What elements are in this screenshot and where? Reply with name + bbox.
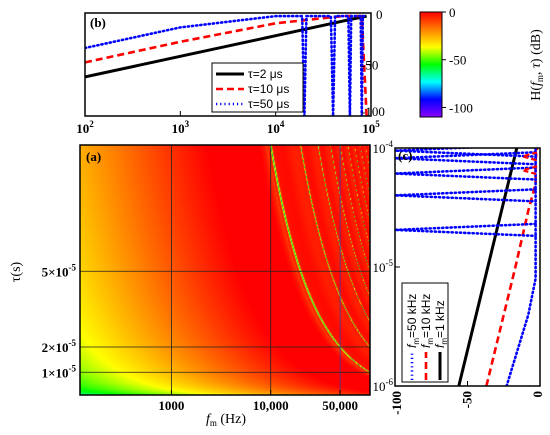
panel-c-legend-label: fm=50 kHz bbox=[405, 294, 421, 348]
panel-b-series-line-3 bbox=[85, 14, 368, 116]
colorbar: 0 -50 -100 H(fm, τ) (dB) bbox=[419, 5, 545, 118]
panel-b-legend-label: τ=10 μs bbox=[248, 82, 289, 96]
panel-b-series bbox=[85, 14, 369, 116]
heatmap-y-tick-label: 1×10-5 bbox=[42, 363, 77, 380]
panel-b-x-tick-label: 104 bbox=[267, 119, 285, 136]
panel-c-x-tick-label: -50 bbox=[460, 391, 475, 408]
heatmap-ticks: 1000 10,000 50,000 5×10-5 1×10-5 2×10-5 bbox=[42, 262, 358, 413]
heatmap-frame bbox=[79, 144, 371, 396]
heatmap-y-label: τ(s) bbox=[9, 261, 24, 282]
panel-b-y-tick-label: 0 bbox=[376, 7, 383, 22]
panel-c-y-tick-label: 10-5 bbox=[373, 258, 394, 275]
panel-c-notch bbox=[395, 166, 537, 181]
colorbar-gradient bbox=[419, 11, 443, 118]
panel-c-x-tick-label: -100 bbox=[389, 391, 404, 415]
panel-c-y-tick-label: 10-6 bbox=[373, 377, 394, 394]
panel-c-label: (c) bbox=[398, 148, 412, 163]
panel-c-series-line-3 bbox=[505, 148, 537, 386]
heatmap-x-tick-label: 1000 bbox=[158, 398, 184, 413]
panel-c-red-notch bbox=[518, 165, 538, 176]
panel-b-legend-label: τ=50 μs bbox=[248, 97, 289, 111]
colorbar-tick-label: -100 bbox=[449, 100, 473, 115]
heatmap-grid bbox=[80, 145, 370, 395]
colorbar-tick-label: -50 bbox=[449, 53, 466, 68]
heatmap-y-tick-label: 2×10-5 bbox=[42, 338, 77, 355]
panel-b-y-tick-label: -100 bbox=[361, 104, 385, 119]
heatmap-x-tick-label: 50,000 bbox=[322, 398, 358, 413]
panel-c-legend-label: fm=1 kHz bbox=[433, 300, 449, 348]
panel-c-notch bbox=[395, 188, 537, 203]
colorbar-label: H(fm, τ) (dB) bbox=[529, 29, 545, 101]
panel-c-x-tick-label: 0 bbox=[530, 391, 545, 398]
panel-b-legend-label: τ=2 μs bbox=[248, 67, 283, 81]
panel-c-legend-label: fm=10 kHz bbox=[419, 294, 435, 348]
panel-b-label: (b) bbox=[90, 15, 106, 30]
colorbar-ticks: 0 -50 -100 bbox=[442, 5, 473, 115]
panel-c-notch bbox=[395, 222, 537, 238]
heatmap-canvas bbox=[80, 145, 370, 395]
panel-b-legend: τ=2 μsτ=10 μsτ=50 μs bbox=[211, 62, 304, 113]
panel-b-x-tick-label: 103 bbox=[172, 119, 190, 136]
panel-b-x-tick-label: 102 bbox=[76, 119, 94, 136]
panel-a: (a) 1000 10,000 50,000 5×10-5 1×10-5 2×10-5 f… bbox=[9, 144, 371, 428]
panel-b: (b) 102 103 104 105 0 -50 -100 τ=2 μsτ=10 μsτ=… bbox=[76, 7, 385, 136]
colorbar-tick-label: 0 bbox=[449, 5, 456, 20]
panel-b-legend-box bbox=[211, 62, 304, 113]
panel-c-y-tick-label: 10-4 bbox=[373, 139, 394, 156]
heatmap-x-label: fm (Hz) bbox=[206, 412, 246, 428]
heatmap-x-tick-label: 10,000 bbox=[253, 398, 289, 413]
panel-a-label: (a) bbox=[86, 149, 101, 164]
panel-c-series-line-1 bbox=[457, 148, 519, 386]
panel-b-y-tick-label: -50 bbox=[361, 58, 378, 73]
panel-b-ticks: 102 103 104 105 0 -50 -100 bbox=[76, 7, 385, 136]
panel-c-red-notch bbox=[518, 151, 538, 162]
panel-c-notch bbox=[395, 150, 537, 166]
panel-b-x-tick-label: 105 bbox=[362, 119, 380, 136]
panel-c-ticks: 10-4 10-5 10-6-100 -50 0 bbox=[373, 139, 546, 415]
panel-c-series bbox=[395, 148, 539, 386]
heatmap-y-tick-label: 5×10-5 bbox=[42, 262, 77, 279]
